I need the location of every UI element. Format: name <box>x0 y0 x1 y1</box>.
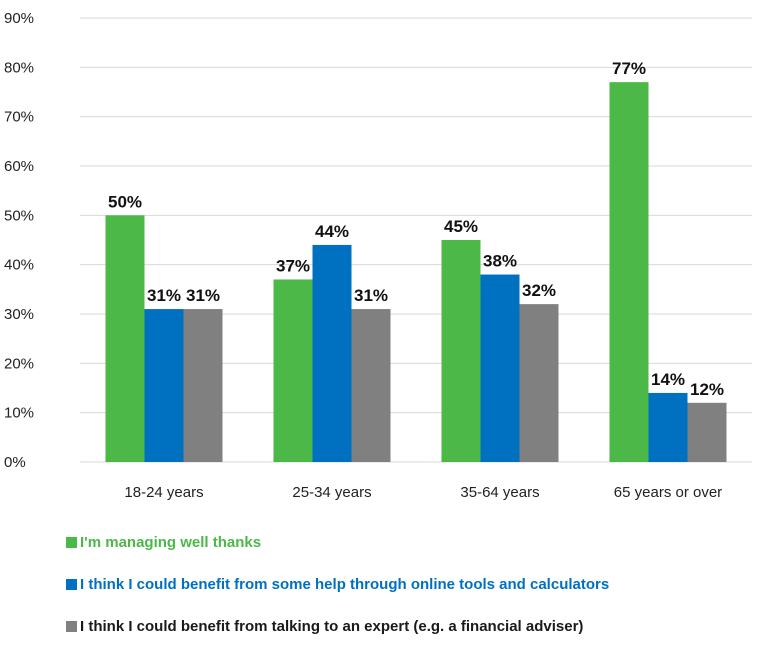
y-tick-label: 40% <box>4 257 34 274</box>
data-label: 31% <box>147 286 181 305</box>
x-tick-label: 65 years or over <box>614 484 722 501</box>
data-labels: 50% 31% 31% 37% 44% 31% 45% 38% 32% 77% 14% 12% <box>108 59 724 399</box>
legend-swatch <box>66 578 77 590</box>
data-label: 45% <box>444 217 478 236</box>
data-label: 31% <box>186 286 220 305</box>
data-label: 32% <box>522 281 556 300</box>
y-tick-label: 50% <box>4 207 34 224</box>
y-tick-label: 90% <box>4 10 34 27</box>
data-label: 14% <box>651 370 685 389</box>
y-tick-label: 10% <box>4 405 34 422</box>
x-tick-label: 35-64 years <box>460 484 539 501</box>
y-tick-label: 70% <box>4 109 34 126</box>
bar <box>441 240 481 462</box>
data-label: 50% <box>108 192 142 211</box>
y-axis-tick-labels: 0% 10% 20% 30% 40% 50% 60% 70% 80% 90% <box>4 10 34 471</box>
bar-chart: 0% 10% 20% 30% 40% 50% 60% 70% 80% 90% 50% 31% 31% 3… <box>4 10 752 501</box>
legend-swatch <box>66 620 77 632</box>
data-label: 12% <box>690 380 724 399</box>
y-tick-label: 60% <box>4 158 34 175</box>
data-label: 38% <box>483 252 517 271</box>
legend-item-managing-well: I'm managing well thanks <box>66 532 609 552</box>
bar <box>144 309 184 462</box>
legend-label: I think I could benefit from some help t… <box>80 575 610 593</box>
legend: I'm managing well thanks I think I could… <box>66 532 609 658</box>
x-axis-tick-labels: 18-24 years 25-34 years 35-64 years 65 year… <box>124 484 722 501</box>
y-tick-label: 80% <box>4 59 34 76</box>
bar <box>273 279 313 462</box>
y-tick-label: 20% <box>4 355 34 372</box>
bar <box>687 402 727 462</box>
bar <box>312 244 352 462</box>
legend-label: I'm managing well thanks <box>80 533 262 551</box>
bar <box>105 215 145 462</box>
data-label: 77% <box>612 59 646 78</box>
bar <box>609 82 649 462</box>
bar <box>480 274 520 462</box>
legend-label: I think I could benefit from talking to … <box>80 617 584 635</box>
legend-swatch <box>66 536 77 548</box>
y-tick-label: 30% <box>4 306 34 323</box>
data-label: 44% <box>315 222 349 241</box>
y-tick-label: 0% <box>4 454 26 471</box>
data-label: 37% <box>276 256 310 275</box>
bar <box>519 304 559 462</box>
data-label: 31% <box>354 286 388 305</box>
bar <box>648 392 688 462</box>
legend-item-online-tools: I think I could benefit from some help t… <box>66 574 609 594</box>
bar <box>183 309 223 462</box>
x-tick-label: 18-24 years <box>124 484 203 501</box>
legend-item-expert: I think I could benefit from talking to … <box>66 616 609 636</box>
x-tick-label: 25-34 years <box>292 484 371 501</box>
bars <box>105 82 727 462</box>
bar <box>351 309 391 462</box>
